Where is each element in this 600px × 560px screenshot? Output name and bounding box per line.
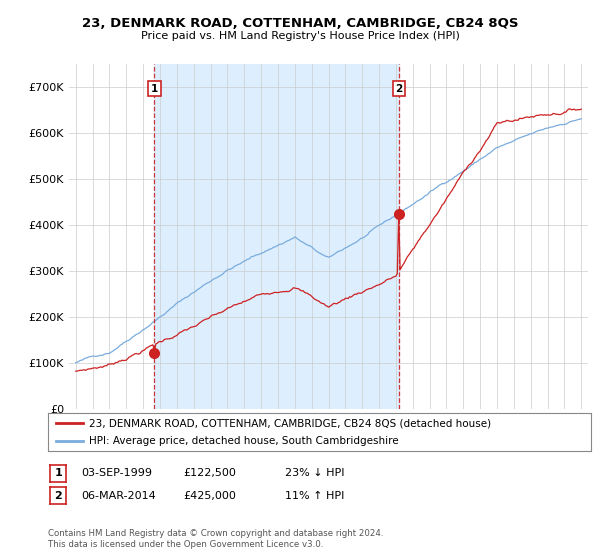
Text: 23, DENMARK ROAD, COTTENHAM, CAMBRIDGE, CB24 8QS (detached house): 23, DENMARK ROAD, COTTENHAM, CAMBRIDGE, … xyxy=(89,418,491,428)
Text: HPI: Average price, detached house, South Cambridgeshire: HPI: Average price, detached house, Sout… xyxy=(89,436,398,446)
Bar xyxy=(154,64,399,409)
Text: 1: 1 xyxy=(55,468,62,478)
Text: 23, DENMARK ROAD, COTTENHAM, CAMBRIDGE, CB24 8QS: 23, DENMARK ROAD, COTTENHAM, CAMBRIDGE, … xyxy=(82,17,518,30)
Text: 2: 2 xyxy=(55,491,62,501)
Text: 03-SEP-1999: 03-SEP-1999 xyxy=(81,468,152,478)
Text: 2: 2 xyxy=(395,83,403,94)
Text: 06-MAR-2014: 06-MAR-2014 xyxy=(81,491,156,501)
Text: £425,000: £425,000 xyxy=(183,491,236,501)
Text: 11% ↑ HPI: 11% ↑ HPI xyxy=(285,491,344,501)
Text: £122,500: £122,500 xyxy=(183,468,236,478)
Text: Contains HM Land Registry data © Crown copyright and database right 2024.
This d: Contains HM Land Registry data © Crown c… xyxy=(48,529,383,549)
Text: 23% ↓ HPI: 23% ↓ HPI xyxy=(285,468,344,478)
Text: Price paid vs. HM Land Registry's House Price Index (HPI): Price paid vs. HM Land Registry's House … xyxy=(140,31,460,41)
Text: 1: 1 xyxy=(151,83,158,94)
